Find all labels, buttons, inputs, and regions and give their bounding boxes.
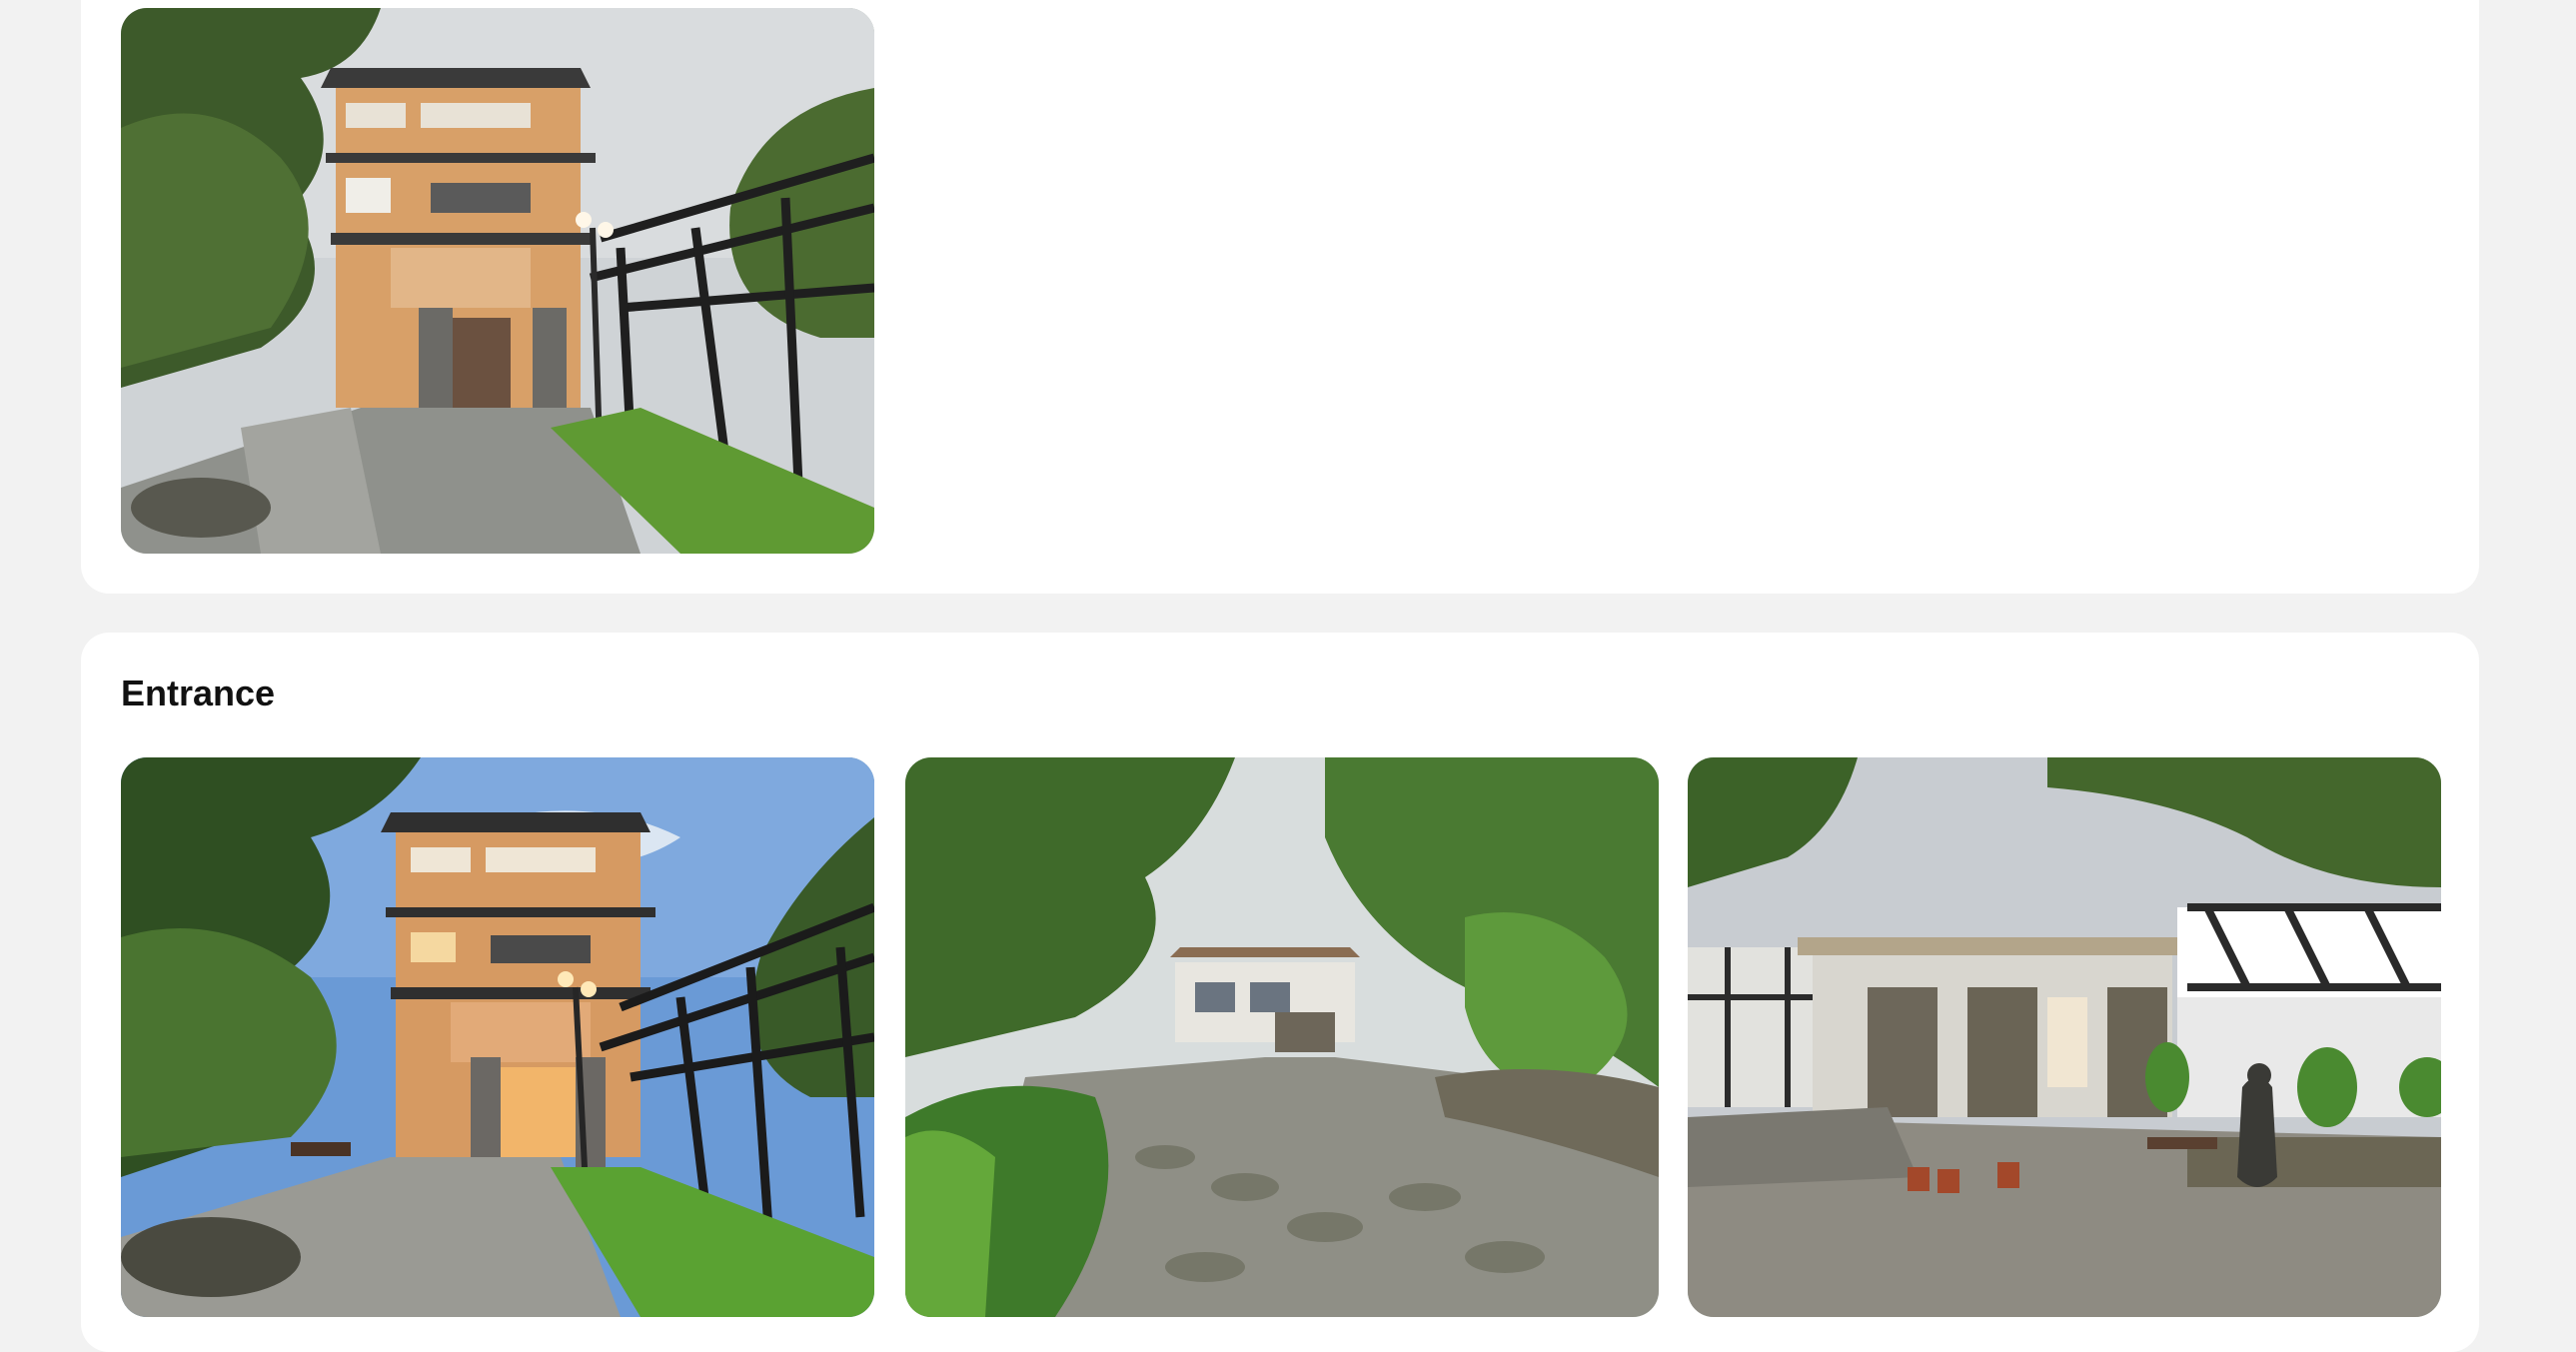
- photo-courtyard[interactable]: [905, 757, 1659, 1317]
- gallery-section-entrance: Entrance: [81, 633, 2479, 1352]
- entrance-dusk-image: [121, 757, 874, 1317]
- courtyard-image: [905, 757, 1659, 1317]
- photo-hotel-exterior[interactable]: [121, 8, 874, 554]
- hotel-exterior-image: [121, 8, 874, 554]
- section-title: Entrance: [121, 673, 276, 713]
- photo-cottage-statue[interactable]: [1688, 757, 2441, 1317]
- gallery-section-exterior: [81, 0, 2479, 594]
- cottage-statue-image: [1688, 757, 2441, 1317]
- photo-entrance-dusk[interactable]: [121, 757, 874, 1317]
